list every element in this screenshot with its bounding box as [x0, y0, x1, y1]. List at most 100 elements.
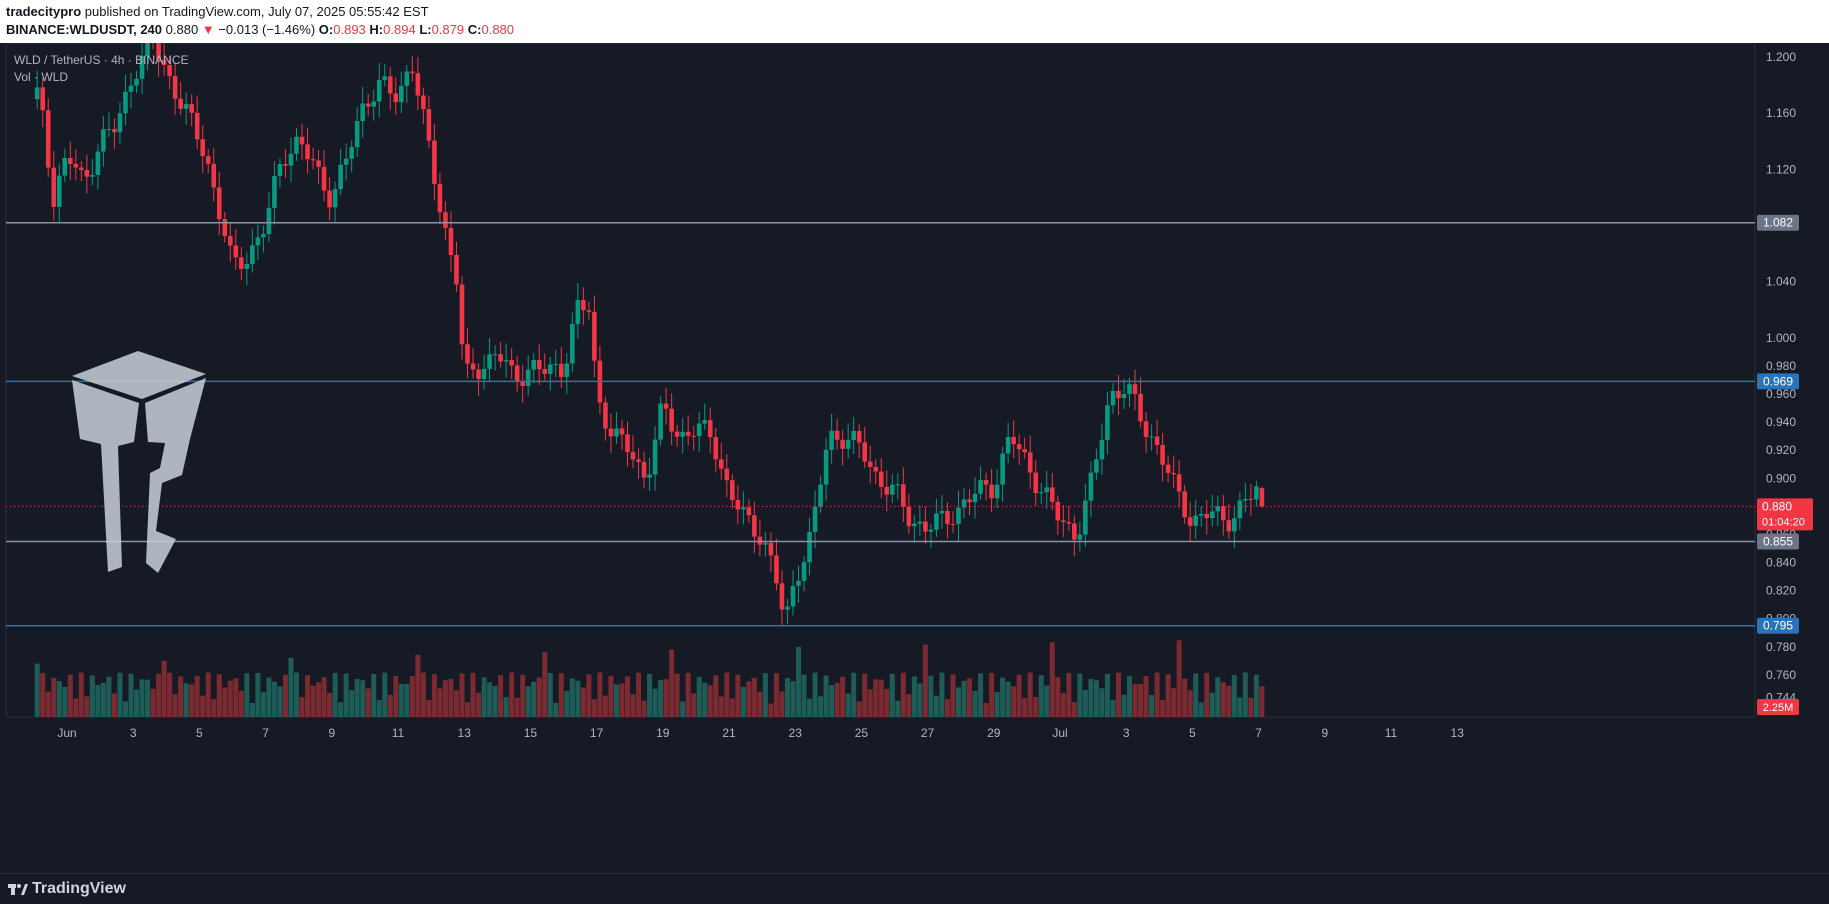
volume-bar	[1182, 678, 1188, 717]
volume-bar	[305, 675, 311, 717]
y-tick-label: 1.040	[1766, 275, 1796, 289]
volume-bar	[271, 681, 277, 717]
candle-body	[796, 580, 801, 586]
candle-body	[1016, 444, 1022, 450]
author-name[interactable]: tradecitypro	[6, 4, 82, 19]
tradingview-icon	[8, 884, 28, 895]
volume-bar	[619, 683, 625, 717]
candle-body	[200, 139, 206, 157]
candle-body	[586, 310, 592, 312]
tradingview-logo[interactable]: TradingView	[8, 880, 126, 898]
volume-bar	[613, 684, 619, 717]
candle-body	[652, 439, 658, 475]
volume-bar	[1193, 673, 1199, 717]
volume-bar	[547, 672, 553, 717]
candle-body	[194, 112, 200, 140]
candle-body	[1132, 384, 1138, 394]
candle-body	[371, 101, 377, 107]
volume-bar	[895, 700, 901, 717]
volume-bar	[1127, 676, 1133, 717]
volume-bar	[647, 673, 653, 717]
volume-bar	[1027, 672, 1033, 717]
volume-bar	[1171, 688, 1177, 717]
volume-bar	[950, 674, 956, 717]
volume-bar	[117, 672, 123, 717]
volume-bar	[674, 673, 680, 717]
candle-body	[503, 360, 509, 362]
volume-bar	[487, 682, 493, 717]
candle-body	[917, 521, 923, 524]
volume-bar	[531, 681, 537, 717]
tradingview-brand: TradingView	[32, 880, 126, 897]
candle-body	[161, 59, 167, 66]
chart-container[interactable]: 1.200 1.160 1.120 1.040 1.000 0.980 0.960 0.940…	[0, 43, 1829, 873]
volume-bar	[503, 697, 509, 717]
volume-bar	[636, 672, 642, 717]
candle-body	[581, 300, 586, 311]
candle-body	[536, 360, 542, 370]
high-label: H:	[369, 22, 384, 37]
volume-bar	[34, 663, 40, 717]
volume-bar	[150, 688, 156, 717]
volume-bar	[211, 699, 217, 717]
candle-body	[873, 466, 879, 472]
volume-bar	[729, 698, 735, 717]
candle-body	[702, 420, 708, 424]
volume-bar	[145, 679, 151, 717]
volume-bar	[178, 676, 184, 717]
volume-bar	[1149, 695, 1155, 717]
level-label-bg	[1757, 617, 1799, 634]
volume-bar	[1138, 684, 1144, 717]
x-tick-label: 5	[1189, 726, 1196, 740]
candle-body	[448, 227, 454, 256]
volume-bar	[553, 702, 559, 717]
candle-body	[40, 87, 46, 111]
volume-bar	[680, 701, 686, 717]
open-value: 0.893	[333, 22, 366, 37]
candle-body	[763, 542, 768, 545]
candle-body	[1127, 384, 1132, 394]
candle-body	[205, 156, 211, 164]
volume-bar	[1143, 676, 1149, 717]
volume-bar	[354, 678, 360, 717]
symbol-info: BINANCE:WLDUSDT, 240 0.880 ▼ −0.013 (−1.…	[6, 22, 514, 38]
x-tick-label: 17	[590, 726, 604, 740]
volume-bar	[95, 685, 101, 717]
candle-body	[884, 486, 890, 495]
volume-bar	[200, 695, 206, 717]
volume-bar	[420, 672, 426, 717]
volume-bar	[641, 700, 647, 717]
open-label: O:	[318, 22, 334, 37]
symbol-label: BINANCE:WLDUSDT, 240	[6, 22, 163, 37]
candle-body	[216, 187, 222, 220]
candle-body	[305, 144, 310, 160]
candle-body	[1193, 515, 1199, 526]
candle-body	[801, 562, 807, 581]
level-label: 0.969	[1763, 374, 1793, 388]
candle-body	[1110, 390, 1116, 406]
volume-bar	[1038, 675, 1044, 717]
volume-bar	[1115, 672, 1121, 717]
volume-bar	[426, 699, 432, 717]
volume-bar	[194, 675, 200, 717]
candle-body	[570, 324, 575, 364]
price-chart[interactable]: 1.200 1.160 1.120 1.040 1.000 0.980 0.960 0.940…	[0, 43, 1829, 873]
volume-bar	[1187, 690, 1193, 717]
candle-body	[674, 431, 680, 437]
volume-bar	[978, 673, 984, 717]
level-label-bg	[1757, 214, 1799, 231]
candle-body	[1000, 453, 1005, 485]
volume-bar	[867, 689, 873, 717]
candle-body	[1209, 511, 1215, 519]
candle-body	[928, 529, 934, 532]
volume-label-bg	[1757, 699, 1799, 715]
volume-bar	[1005, 681, 1011, 717]
candle-body	[1138, 393, 1143, 422]
candle-body	[641, 461, 647, 478]
candle-body	[139, 56, 145, 79]
footer-bar: TradingView	[0, 873, 1829, 904]
volume-bar	[746, 681, 752, 717]
volume-bar	[762, 673, 768, 717]
candle-body	[272, 175, 277, 208]
candle-body	[978, 480, 983, 494]
